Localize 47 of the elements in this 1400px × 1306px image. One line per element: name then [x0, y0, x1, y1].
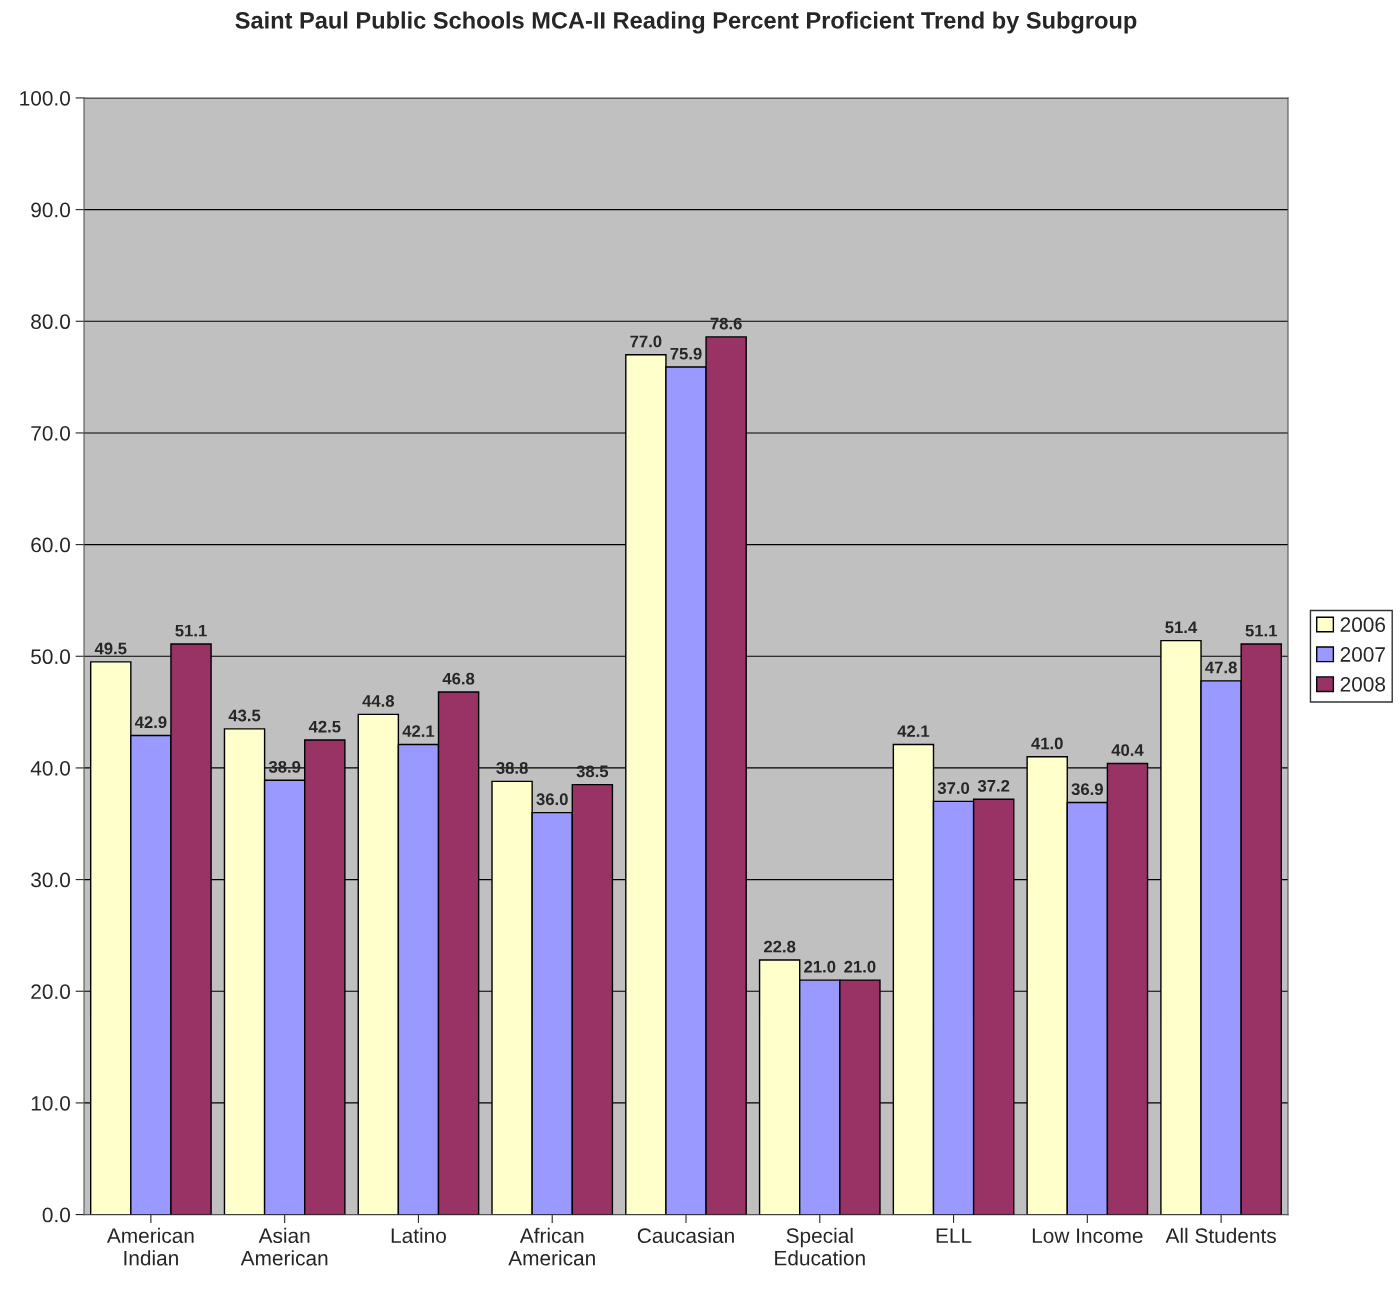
legend-label: 2007: [1340, 647, 1385, 662]
chart-title: Saint Paul Public Schools MCA-II Reading Percent Proficient Trend by Subgroup: [235, 11, 1137, 34]
y-tick-label: 0.0: [42, 1207, 70, 1223]
data-label: 40.4: [1111, 744, 1144, 756]
x-tick-label: Caucasian: [637, 1227, 734, 1244]
legend-label: 2008: [1340, 676, 1386, 692]
data-label: 41.0: [1031, 737, 1063, 750]
y-tick-label: 100.0: [20, 90, 70, 106]
y-tick-label: 80.0: [31, 314, 70, 330]
data-label: 21.0: [804, 960, 836, 973]
data-label: 75.9: [670, 347, 702, 360]
y-tick-label: 40.0: [30, 760, 70, 776]
data-label: 47.8: [1205, 661, 1237, 674]
data-label: 37.0: [937, 782, 970, 794]
data-label: 43.5: [228, 709, 261, 722]
data-label: 36.9: [1071, 783, 1103, 796]
data-label: 77.0: [630, 335, 662, 348]
data-label: 42.1: [402, 725, 435, 737]
data-label: 21.0: [844, 960, 876, 973]
data-label: 36.0: [536, 793, 568, 806]
data-label: 46.8: [442, 672, 475, 685]
data-label: 37.2: [977, 779, 1010, 792]
data-label: 22.8: [764, 940, 796, 953]
y-tick-label: 20.0: [31, 984, 70, 1000]
data-label: 49.5: [94, 642, 127, 655]
y-tick-label: 70.0: [31, 425, 70, 441]
y-tick-label: 90.0: [31, 202, 70, 218]
x-tick-label: Asian American: [240, 1227, 328, 1266]
x-tick-label: Latino: [391, 1227, 446, 1244]
data-label: 42.5: [308, 720, 341, 733]
y-tick-label: 60.0: [31, 537, 70, 553]
data-label: 51.1: [1245, 624, 1277, 637]
x-tick-label: ELL: [936, 1228, 972, 1243]
x-tick-label: Special Education: [775, 1227, 865, 1266]
x-tick-label: African American: [508, 1227, 595, 1266]
data-label: 42.9: [134, 716, 167, 729]
data-label: 51.1: [175, 624, 207, 637]
y-tick-label: 50.0: [31, 649, 70, 665]
data-label: 42.1: [897, 725, 930, 737]
data-label: 51.4: [1165, 621, 1198, 634]
y-tick-label: 30.0: [31, 872, 70, 888]
x-tick-label: Low Income: [1032, 1228, 1143, 1244]
data-label: 44.8: [362, 695, 395, 707]
x-tick-label: All Students: [1165, 1227, 1276, 1244]
y-tick-label: 10.0: [31, 1095, 70, 1111]
legend-label: 2006: [1340, 617, 1386, 633]
x-tick-label: American Indian: [106, 1227, 194, 1266]
